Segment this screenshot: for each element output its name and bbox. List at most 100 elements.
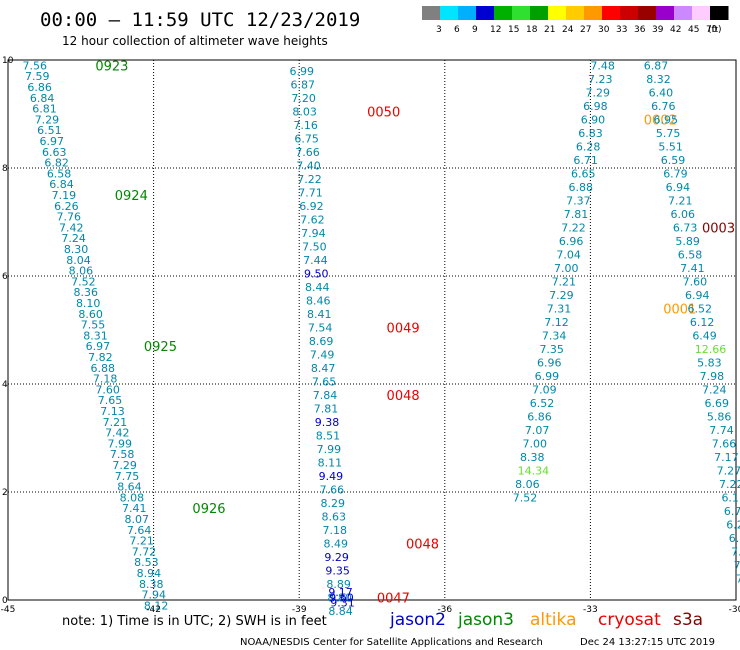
credit-text: NOAA/NESDIS Center for Satellite Applica… bbox=[240, 637, 543, 648]
colorbar-swatch bbox=[440, 6, 459, 20]
y-tick-label: 0 bbox=[2, 596, 8, 606]
satellite-legend: jason2 jason3 altika cryosat s3a bbox=[389, 610, 703, 630]
colorbar-swatch bbox=[494, 6, 513, 20]
swh-value: 6.65 bbox=[571, 167, 596, 180]
swh-value: 7.09 bbox=[532, 383, 557, 396]
swh-value: 7.54 bbox=[308, 321, 333, 334]
swh-value: 7.37 bbox=[566, 194, 591, 207]
swh-value: 7.60 bbox=[95, 383, 120, 396]
colorbar-tick: 12 bbox=[490, 25, 501, 35]
swh-value: 6.06 bbox=[670, 208, 695, 221]
swh-value: 7.48 bbox=[590, 59, 615, 72]
chart-subtitle: 12 hour collection of altimeter wave hei… bbox=[62, 34, 328, 48]
swh-value: 9.35 bbox=[325, 564, 350, 577]
swh-value: 8.32 bbox=[646, 73, 671, 86]
swh-value: 7.23 bbox=[736, 572, 740, 585]
swh-value: 8.64 bbox=[117, 481, 142, 494]
swh-value: 7.00 bbox=[522, 437, 547, 450]
pass-time-label: 0049 bbox=[387, 321, 420, 336]
swh-value: 6.84 bbox=[30, 92, 55, 105]
swh-value: 7.65 bbox=[98, 394, 123, 407]
y-tick-label: 2 bbox=[2, 488, 8, 498]
swh-value: 8.03 bbox=[292, 105, 317, 118]
swh-value: 7.81 bbox=[314, 402, 339, 415]
colorbar-tick: 24 bbox=[562, 25, 574, 35]
colorbar-tick: 42 bbox=[670, 25, 681, 35]
pass-time-label: 0924 bbox=[115, 189, 148, 204]
pass-time-label: 0002 bbox=[644, 113, 677, 128]
swh-value: 7.74 bbox=[709, 424, 734, 437]
x-tick-label: -36 bbox=[437, 605, 452, 615]
colorbar-tick: 39 bbox=[652, 25, 664, 35]
colorbar-tick: 21 bbox=[544, 25, 555, 35]
swh-value: 5.89 bbox=[675, 235, 700, 248]
swh-value: 9.49 bbox=[319, 470, 344, 483]
colorbar-tick: 6 bbox=[454, 25, 460, 35]
swh-value: 8.38 bbox=[139, 578, 164, 591]
swh-value: 7.64 bbox=[127, 524, 152, 537]
swh-value: 7.41 bbox=[680, 262, 705, 275]
swh-value: 8.89 bbox=[326, 578, 351, 591]
swh-value: 8.07 bbox=[124, 513, 149, 526]
swh-value: 7.62 bbox=[300, 213, 325, 226]
swh-value: 6.79 bbox=[663, 167, 688, 180]
legend-s3a: s3a bbox=[673, 610, 703, 630]
swh-value: 7.60 bbox=[683, 275, 708, 288]
swh-value: 7.19 bbox=[52, 189, 77, 202]
swh-value: 7.27 bbox=[717, 464, 740, 477]
swh-value: 8.47 bbox=[311, 362, 336, 375]
colorbar-tick: 27 bbox=[580, 25, 591, 35]
swh-value: 5.86 bbox=[707, 410, 732, 423]
swh-value: 7.59 bbox=[25, 70, 49, 83]
swh-value: 6.97 bbox=[40, 135, 64, 148]
swh-value: 8.41 bbox=[307, 308, 332, 321]
swh-value: 8.06 bbox=[69, 265, 94, 278]
colorbar-swatch bbox=[710, 6, 729, 20]
swh-value: 6.86 bbox=[527, 410, 552, 423]
swh-value: 7.29 bbox=[112, 459, 137, 472]
generated-timestamp: Dec 24 13:27:15 UTC 2019 bbox=[580, 637, 715, 648]
colorbar: 3 6 9 12 15 18 21 24 27 30 33 36 39 42 45 70(ft) bbox=[422, 6, 729, 35]
swh-value: 6.95 bbox=[653, 113, 678, 126]
colorbar-swatch bbox=[638, 6, 657, 20]
swh-value: 7.41 bbox=[122, 502, 147, 515]
swh-value: 14.34 bbox=[518, 464, 550, 477]
swh-value: 7.98 bbox=[700, 370, 725, 383]
swh-value: 7.34 bbox=[542, 329, 567, 342]
swh-value: 8.08 bbox=[120, 491, 145, 504]
swh-value: 7.18 bbox=[93, 373, 118, 386]
swh-value: 7.07 bbox=[525, 424, 550, 437]
swh-value: 9.31 bbox=[330, 597, 355, 610]
legend-jason3: jason3 bbox=[457, 610, 514, 630]
swh-value: 8.63 bbox=[322, 510, 347, 523]
swh-value: 7.12 bbox=[544, 316, 569, 329]
swh-value: 7.29 bbox=[549, 289, 574, 302]
chart-title: 00:00 – 11:59 UTC 12/23/2019 bbox=[40, 9, 360, 31]
swh-value: 7.99 bbox=[317, 443, 342, 456]
swh-value: 8.53 bbox=[134, 556, 159, 569]
colorbar-tick: 3 bbox=[436, 25, 442, 35]
swh-value: 5.75 bbox=[656, 127, 681, 140]
pass-time-label: 0001 bbox=[663, 302, 696, 317]
swh-value: 6.75 bbox=[294, 132, 319, 145]
x-tick-label: -39 bbox=[292, 605, 307, 615]
swh-value: 7.31 bbox=[547, 302, 572, 315]
pass-time-label: 0047 bbox=[377, 591, 410, 606]
swh-value: 8.12 bbox=[144, 599, 169, 612]
colorbar-tick: 18 bbox=[526, 25, 538, 35]
swh-value: 6.94 bbox=[729, 532, 740, 545]
data-points: 7.567.596.866.846.817.296.516.976.636.82… bbox=[23, 59, 740, 617]
swh-value: 7.18 bbox=[322, 524, 347, 537]
swh-value: 5.51 bbox=[658, 140, 683, 153]
swh-value: 8.69 bbox=[309, 335, 334, 348]
swh-value: 6.69 bbox=[704, 397, 729, 410]
swh-value: 6.73 bbox=[673, 221, 698, 234]
pass-time-label: 0048 bbox=[406, 537, 439, 552]
swh-value: 7.42 bbox=[105, 427, 130, 440]
swh-value: 6.84 bbox=[49, 178, 74, 191]
y-tick-label: 4 bbox=[2, 380, 8, 390]
swh-value: 9.17 bbox=[328, 586, 353, 599]
swh-value: 7.94 bbox=[141, 589, 166, 602]
swh-value: 8.29 bbox=[321, 497, 346, 510]
